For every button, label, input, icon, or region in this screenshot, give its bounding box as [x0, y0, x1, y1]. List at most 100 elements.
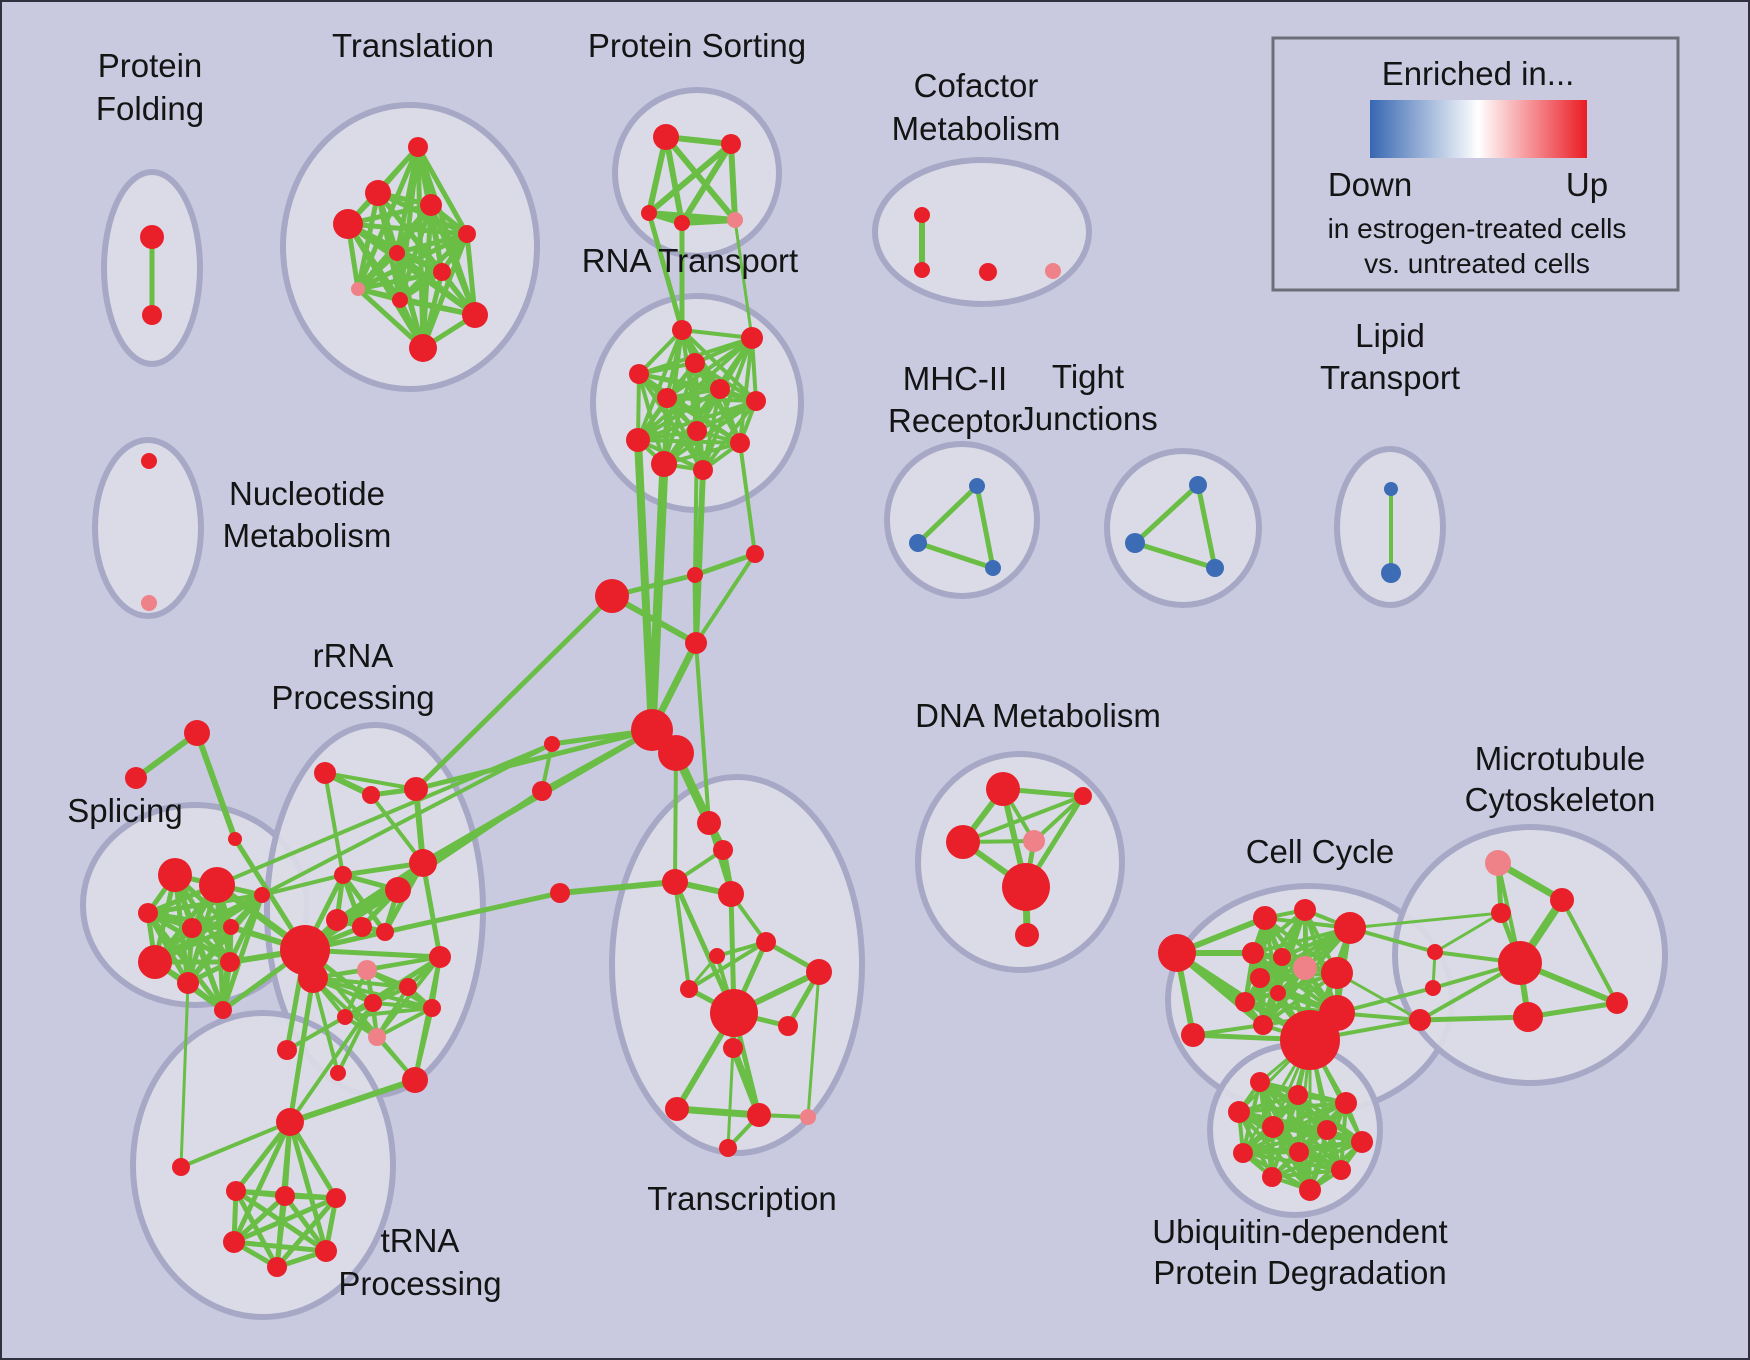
cluster-label-splicing: Splicing	[67, 792, 183, 829]
network-edge	[355, 250, 400, 292]
network-node-blue	[969, 478, 985, 494]
network-edge	[415, 144, 470, 237]
network-node-red	[409, 334, 437, 362]
cluster-label-microtubule_cytoskeleton: Microtubule	[1475, 740, 1646, 777]
network-edge	[287, 1119, 339, 1201]
network-edge	[637, 372, 705, 472]
network-node-red	[1550, 888, 1574, 912]
network-node-red	[214, 1001, 232, 1019]
network-edge	[673, 880, 691, 991]
network-node-red	[1331, 1160, 1351, 1180]
network-node-red	[408, 137, 428, 157]
network-node-red	[1250, 1072, 1270, 1092]
network-node-red	[665, 1097, 689, 1121]
network-node-red	[532, 781, 552, 801]
network-node-red	[657, 388, 677, 408]
network-node-red	[658, 735, 694, 771]
network-edge	[961, 794, 1085, 844]
legend-caption: in estrogen-treated cells	[1328, 213, 1627, 244]
network-node-pink	[368, 1028, 386, 1046]
cluster-label-trna_processing: Processing	[338, 1265, 501, 1302]
network-edge	[420, 860, 443, 960]
network-node-red	[138, 945, 172, 979]
network-node-blue	[1125, 533, 1145, 553]
network-node-red	[226, 1181, 246, 1201]
network-node-red	[1319, 995, 1355, 1031]
network-node-red	[364, 994, 382, 1012]
network-node-red	[220, 952, 240, 972]
network-node-pink	[727, 212, 743, 228]
network-node-red	[352, 917, 372, 937]
network-edge	[915, 483, 980, 546]
network-node-red	[326, 1188, 346, 1208]
cluster-label-nucleotide_metabolism: Metabolism	[223, 517, 392, 554]
network-edge	[1251, 908, 1307, 955]
cluster-label-cofactor_metabolism: Metabolism	[892, 110, 1061, 147]
network-edge	[673, 1105, 763, 1119]
network-node-red	[254, 887, 270, 903]
cluster-label-protein_folding: Folding	[96, 90, 204, 127]
network-node-blue	[1189, 476, 1207, 494]
cluster-label-translation: Translation	[332, 27, 494, 64]
cluster-label-mhc_receptor: Receptor	[888, 402, 1022, 439]
cluster-label-protein_sorting: Protein Sorting	[588, 27, 806, 64]
network-edge	[662, 441, 742, 466]
cluster-label-rrna_processing: rRNA	[313, 637, 394, 674]
legend-caption: vs. untreated cells	[1364, 248, 1590, 279]
network-node-red	[172, 1158, 190, 1176]
network-edge	[693, 467, 706, 646]
cluster-label-mhc_receptor: MHC-II	[903, 360, 1007, 397]
network-edge	[673, 751, 678, 884]
cluster-label-microtubule_cytoskeleton: Cytoskeleton	[1465, 781, 1656, 818]
network-node-red	[1409, 1009, 1431, 1031]
network-node-red	[550, 883, 570, 903]
network-node-red	[672, 320, 692, 340]
network-node-red	[433, 263, 451, 281]
network-edge	[687, 940, 768, 991]
network-node-red	[125, 767, 147, 789]
network-node-red	[1321, 957, 1353, 989]
network-edge	[428, 202, 478, 318]
network-edge	[413, 727, 655, 792]
network-node-red	[544, 736, 560, 752]
network-node-red	[280, 925, 330, 975]
network-node-red	[1235, 992, 1255, 1012]
cluster-ellipse-tight_junctions	[1104, 448, 1262, 608]
network-node-pink	[141, 595, 157, 611]
cluster-label-cofactor_metabolism: Cofactor	[914, 67, 1039, 104]
cluster-label-ubiquitin_degradation: Ubiquitin-dependent	[1152, 1213, 1447, 1250]
network-edge	[663, 134, 685, 226]
network-node-red	[674, 215, 690, 231]
network-node-blue	[909, 534, 927, 552]
cluster-labels-layer: Protein Folding Translation Protein Sorting…	[67, 27, 1655, 1302]
network-node-red	[723, 1038, 743, 1058]
network-node-red	[1228, 1101, 1250, 1123]
network-node-red	[653, 124, 679, 150]
network-node-red	[806, 959, 832, 985]
network-node-red	[979, 263, 997, 281]
network-edge	[1241, 1151, 1343, 1172]
network-edge	[679, 217, 738, 226]
network-node-pink	[351, 282, 365, 296]
network-node-red	[746, 545, 764, 563]
network-edge	[1195, 482, 1218, 571]
network-node-pink	[1023, 830, 1045, 852]
network-edge	[1348, 911, 1503, 930]
network-node-red	[1288, 1085, 1308, 1105]
network-node-red	[315, 1240, 337, 1262]
network-edge	[728, 141, 738, 223]
network-node-red	[1250, 968, 1270, 988]
network-node-blue	[1384, 482, 1398, 496]
network-node-red	[756, 932, 776, 952]
network-node-red	[277, 1040, 297, 1060]
network-edge	[738, 441, 757, 556]
network-node-red	[1427, 944, 1443, 960]
network-node-red	[629, 364, 649, 384]
network-edge	[557, 879, 678, 896]
network-node-red	[138, 903, 158, 923]
network-node-red	[1491, 903, 1511, 923]
network-edge	[282, 1193, 329, 1254]
network-edge	[680, 328, 754, 340]
network-edge	[636, 438, 742, 445]
